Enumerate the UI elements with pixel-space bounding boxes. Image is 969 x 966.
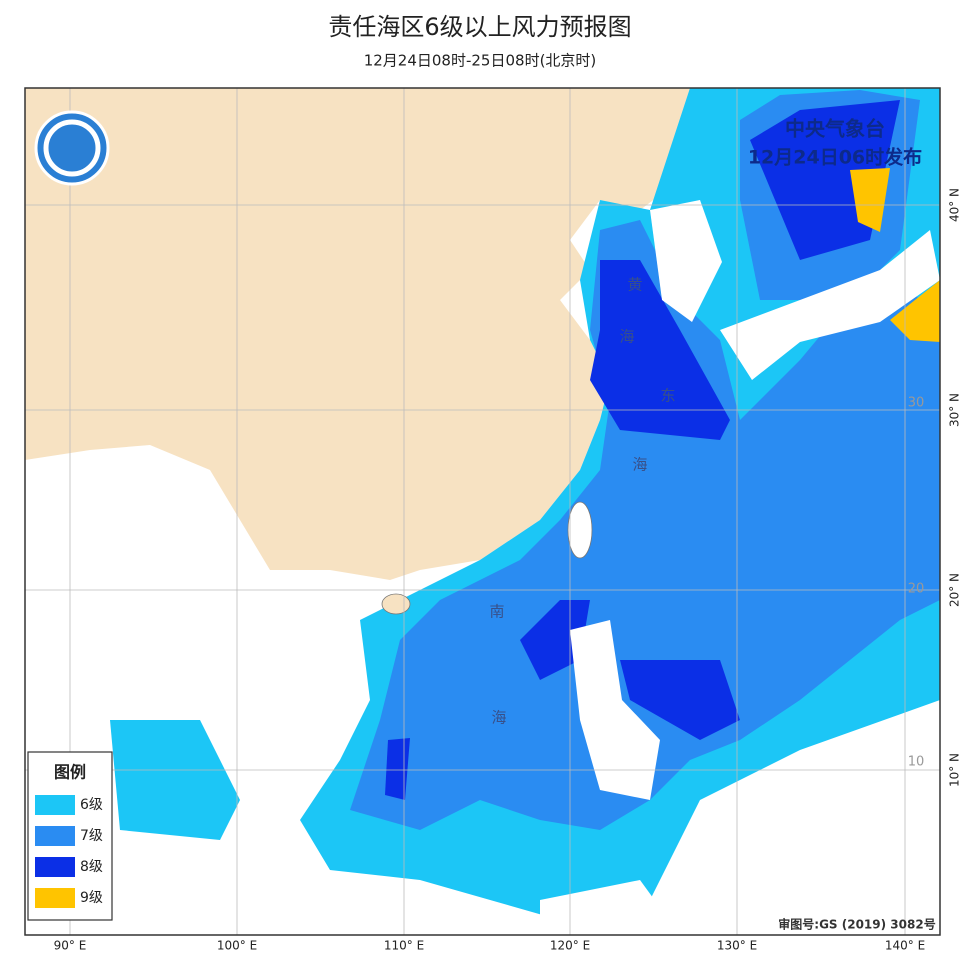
taiwan xyxy=(567,501,593,559)
longitude-label: 110° E xyxy=(384,939,424,953)
sea-label: 黄 xyxy=(627,276,642,294)
legend-swatch xyxy=(35,826,75,846)
longitude-label: 130° E xyxy=(717,939,757,953)
legend-swatch xyxy=(35,857,75,877)
wind-8 xyxy=(590,260,730,440)
issue-time: 12月24日06时发布 xyxy=(748,146,922,169)
longitude-label: 90° E xyxy=(54,939,87,953)
wind-9 xyxy=(890,280,940,342)
sea-label: 南 xyxy=(489,603,504,621)
wind-9 xyxy=(850,168,890,232)
longitude-label: 140° E xyxy=(885,939,925,953)
grid-label: 20 xyxy=(908,582,925,597)
sea-label: 海 xyxy=(632,456,647,474)
sea-label: 海 xyxy=(491,709,506,727)
issuer-name: 中央气象台 xyxy=(785,117,885,141)
subtitle: 12月24日08时-25日08时(北京时) xyxy=(364,52,597,70)
grid-label: 30 xyxy=(908,396,925,411)
borneo xyxy=(540,880,680,935)
legend-swatch xyxy=(35,888,75,908)
wind-8 xyxy=(620,660,740,740)
latitude-label: 20° N xyxy=(948,573,962,607)
longitude-label: 100° E xyxy=(217,939,257,953)
wind-8 xyxy=(520,600,590,680)
title: 责任海区6级以上风力预报图 xyxy=(328,13,631,41)
longitude-label: 120° E xyxy=(550,939,590,953)
sea-label: 海 xyxy=(619,328,634,346)
legend-label: 7级 xyxy=(80,828,103,844)
japan xyxy=(720,230,940,380)
frame xyxy=(24,87,941,936)
wind-7 xyxy=(350,220,940,830)
legend-label: 8级 xyxy=(80,859,103,875)
philippines xyxy=(570,620,660,800)
wind-6 xyxy=(110,720,240,840)
latitude-label: 10° N xyxy=(948,753,962,787)
review-number: 审图号:GS (2019) 3082号 xyxy=(778,917,935,932)
hainan xyxy=(381,593,411,615)
grid-label: 10 xyxy=(908,755,925,770)
logo-inner xyxy=(43,119,101,177)
legend-swatch xyxy=(35,795,75,815)
legend-title: 图例 xyxy=(54,763,86,782)
mainland xyxy=(25,88,690,580)
latitude-label: 40° N xyxy=(948,188,962,222)
sea-label: 东 xyxy=(660,387,675,405)
latitude-label: 30° N xyxy=(948,393,962,427)
legend-label: 6级 xyxy=(80,797,103,813)
korea xyxy=(650,200,722,322)
legend-label: 9级 xyxy=(80,890,103,906)
map-body xyxy=(25,88,940,935)
